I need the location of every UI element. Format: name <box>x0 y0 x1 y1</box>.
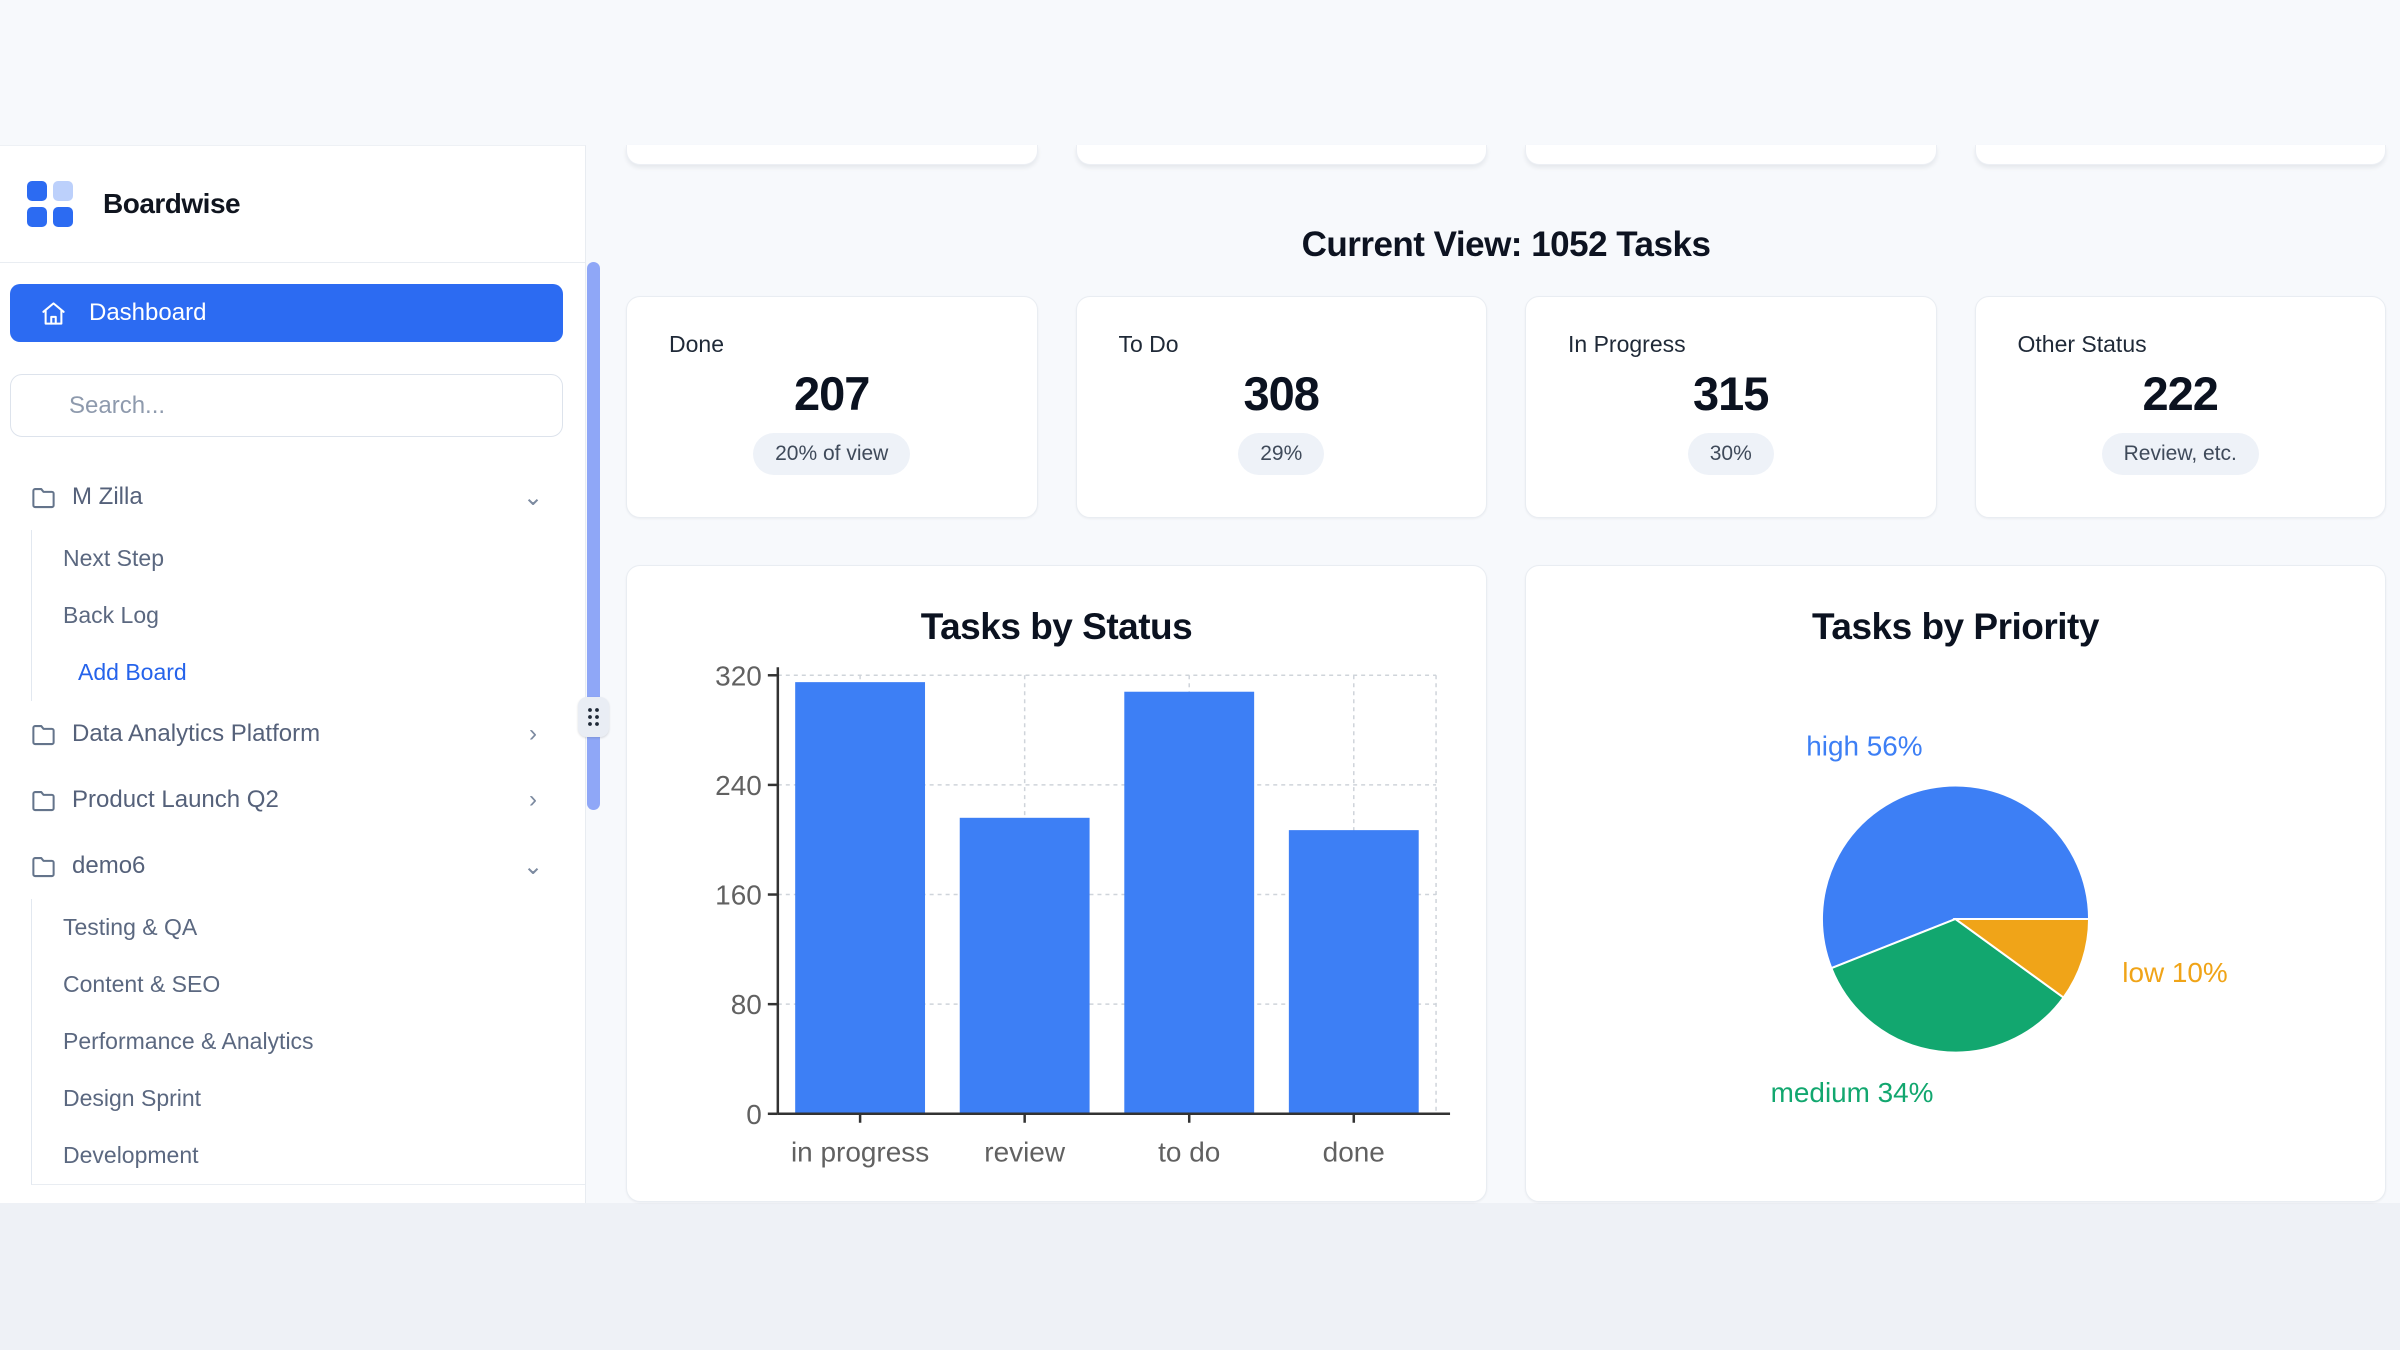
sidebar-item-data-analytics-platform[interactable]: Data Analytics Platform › <box>0 701 585 767</box>
svg-text:review: review <box>984 1137 1066 1168</box>
sidebar-item-label: M Zilla <box>72 483 143 510</box>
page-title: Current View: 1052 Tasks <box>1301 225 1711 264</box>
sidebar-item-label: Data Analytics Platform <box>72 720 321 747</box>
board-item[interactable]: Content & SEO <box>63 971 221 997</box>
chevron-down-icon: ⌄ <box>522 483 544 511</box>
stat-value: 315 <box>1693 367 1769 420</box>
chart-title: Tasks by Priority <box>1812 606 2099 647</box>
grip-dots-icon <box>588 708 599 726</box>
sidebar-item-product-launch-q2[interactable]: Product Launch Q2 › <box>0 767 585 833</box>
stat-label: Done <box>669 331 724 357</box>
stat-badge: 20% of view <box>753 433 911 475</box>
boardwise-logo-icon <box>27 181 73 227</box>
cut-off-card <box>626 145 1038 165</box>
brand-header: Boardwise <box>0 146 585 263</box>
sidebar-item-label: Product Launch Q2 <box>72 786 279 813</box>
stat-label: In Progress <box>1568 331 1686 357</box>
tasks-by-status-card: Tasks by Status 0 80 160 240 320 in progress r… <box>626 565 1487 1202</box>
cut-off-card <box>1525 145 1937 165</box>
stats-row: Done 207 20% of view To Do 308 29% In Pr… <box>626 296 2386 518</box>
folder-icon <box>32 724 55 745</box>
svg-text:160: 160 <box>715 880 762 911</box>
svg-text:0: 0 <box>746 1099 762 1130</box>
sidebar: Boardwise Dashboard M Zilla ⌄ Next Ste <box>0 145 586 1203</box>
brand-name: Boardwise <box>103 188 241 219</box>
svg-text:high 56%: high 56% <box>1806 731 1922 762</box>
board-item[interactable]: Back Log <box>63 602 159 628</box>
stat-card-done: Done 207 20% of view <box>626 296 1038 518</box>
cut-off-card <box>1075 145 1487 165</box>
board-item[interactable]: Performance & Analytics <box>63 1028 314 1054</box>
bar-chart: 0 80 160 240 320 in progress review to do done <box>715 661 1451 1168</box>
stat-value: 222 <box>2142 367 2219 420</box>
m-zilla-boards: Next Step Back Log Add Board <box>31 530 585 701</box>
sidebar-item-demo6[interactable]: demo6 ⌄ <box>0 833 585 899</box>
bottom-background-band <box>0 1203 2400 1350</box>
stat-card-other-status: Other Status 222 Review, etc. <box>1974 296 2386 518</box>
svg-text:done: done <box>1323 1137 1385 1168</box>
svg-text:80: 80 <box>731 989 762 1020</box>
panel-resize-handle[interactable] <box>578 697 609 737</box>
sidebar-item-label: demo6 <box>72 852 146 879</box>
stat-badge: Review, etc. <box>2101 433 2259 475</box>
search-box <box>10 374 563 437</box>
stat-value: 308 <box>1243 367 1320 420</box>
svg-text:320: 320 <box>715 661 762 691</box>
chevron-right-icon: › <box>529 720 537 747</box>
board-item[interactable]: Design Sprint <box>63 1085 202 1111</box>
svg-text:medium 34%: medium 34% <box>1771 1077 1934 1108</box>
dashboard-button-label: Dashboard <box>89 299 207 326</box>
demo6-boards: Testing & QA Content & SEO Performance &… <box>31 899 585 1185</box>
home-icon <box>42 301 65 325</box>
board-item[interactable]: Development <box>63 1142 199 1168</box>
chevron-down-icon: ⌄ <box>522 852 544 880</box>
cut-off-card <box>1974 145 2386 165</box>
pie-chart: high 56% medium 34% low 10% <box>1771 731 2228 1108</box>
svg-text:in progress: in progress <box>791 1137 929 1168</box>
project-nav: M Zilla ⌄ Next Step Back Log Add Board D… <box>0 464 585 1185</box>
folder-icon <box>32 487 55 508</box>
stat-label: To Do <box>1118 331 1179 357</box>
stat-label: Other Status <box>2017 331 2147 357</box>
charts-row: Tasks by Status 0 80 160 240 320 in progress r… <box>626 565 2386 1202</box>
sidebar-item-m-zilla[interactable]: M Zilla ⌄ <box>0 464 585 530</box>
search-input[interactable] <box>11 375 562 436</box>
stat-card-todo: To Do 308 29% <box>1075 296 1487 518</box>
tasks-by-priority-card: Tasks by Priority high 56% medium 34% low … <box>1525 565 2386 1202</box>
folder-icon <box>32 856 55 877</box>
stat-badge: 29% <box>1238 433 1325 475</box>
main-content: Current View: 1052 Tasks Done 207 20% of… <box>600 145 2400 1203</box>
svg-text:240: 240 <box>715 770 762 801</box>
sidebar-scrollbar[interactable] <box>587 262 600 810</box>
board-item[interactable]: Next Step <box>63 545 164 571</box>
add-board-button[interactable]: Add Board <box>78 659 187 685</box>
app-window: Boardwise Dashboard M Zilla ⌄ Next Ste <box>0 145 2400 1203</box>
svg-text:to do: to do <box>1158 1137 1220 1168</box>
stat-card-in-progress: In Progress 315 30% <box>1525 296 1937 518</box>
folder-icon <box>32 790 55 811</box>
stat-badge: 30% <box>1687 433 1774 475</box>
chart-title: Tasks by Status <box>920 606 1193 647</box>
board-item[interactable]: Testing & QA <box>63 914 198 940</box>
svg-text:low 10%: low 10% <box>2122 957 2227 988</box>
stat-value: 207 <box>794 367 870 420</box>
scrolled-cards-row <box>626 145 2386 165</box>
dashboard-button[interactable]: Dashboard <box>10 284 563 342</box>
chevron-right-icon: › <box>529 786 537 813</box>
